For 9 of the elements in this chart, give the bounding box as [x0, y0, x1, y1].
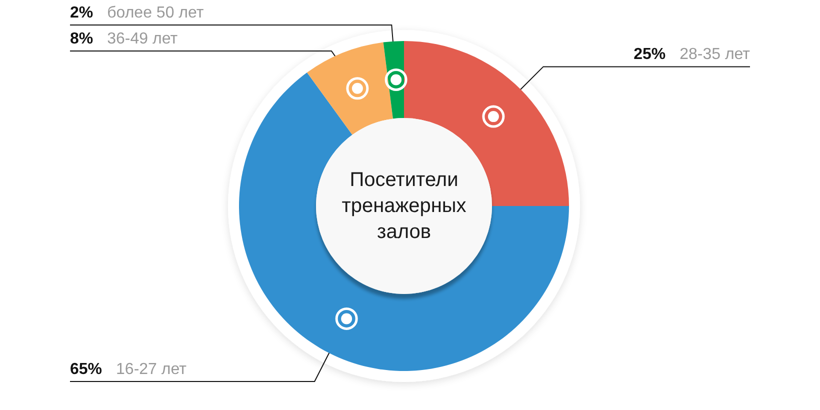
data-label: 65%: [70, 361, 102, 378]
text: Посетители тренажерных залов: [340, 168, 468, 245]
slice-label: 36-49 лет: [107, 30, 178, 48]
data-label: 8%: [70, 30, 94, 48]
slice-label: 16-27 лет: [116, 361, 188, 378]
slice-label: 28-35 лет: [680, 46, 751, 64]
data-label: 25%: [634, 46, 666, 64]
slice-label: более 50 лет: [107, 4, 204, 22]
data-label: 2%: [70, 4, 94, 22]
